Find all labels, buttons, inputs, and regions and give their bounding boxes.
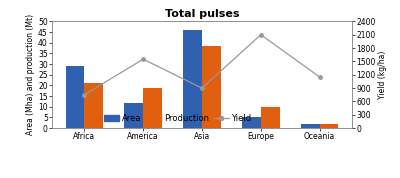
Bar xyxy=(242,117,261,128)
Yield xyxy=(141,58,146,60)
Bar xyxy=(183,30,202,128)
Bar xyxy=(124,103,143,128)
Bar xyxy=(261,107,280,128)
Y-axis label: Area (Mha) and production (Mt): Area (Mha) and production (Mt) xyxy=(26,14,35,135)
Bar xyxy=(143,88,162,128)
Yield xyxy=(200,87,204,89)
Bar xyxy=(301,124,320,128)
Y-axis label: Yield (kg/ha): Yield (kg/ha) xyxy=(378,51,387,99)
Legend: Area, Production, Yield: Area, Production, Yield xyxy=(101,111,255,126)
Yield xyxy=(317,76,322,78)
Title: Total pulses: Total pulses xyxy=(165,9,239,19)
Yield xyxy=(82,94,87,96)
Bar xyxy=(320,124,338,128)
Line: Yield: Yield xyxy=(83,33,321,96)
Bar xyxy=(202,46,221,128)
Bar xyxy=(84,83,103,128)
Bar xyxy=(66,66,84,128)
Yield xyxy=(258,34,263,36)
